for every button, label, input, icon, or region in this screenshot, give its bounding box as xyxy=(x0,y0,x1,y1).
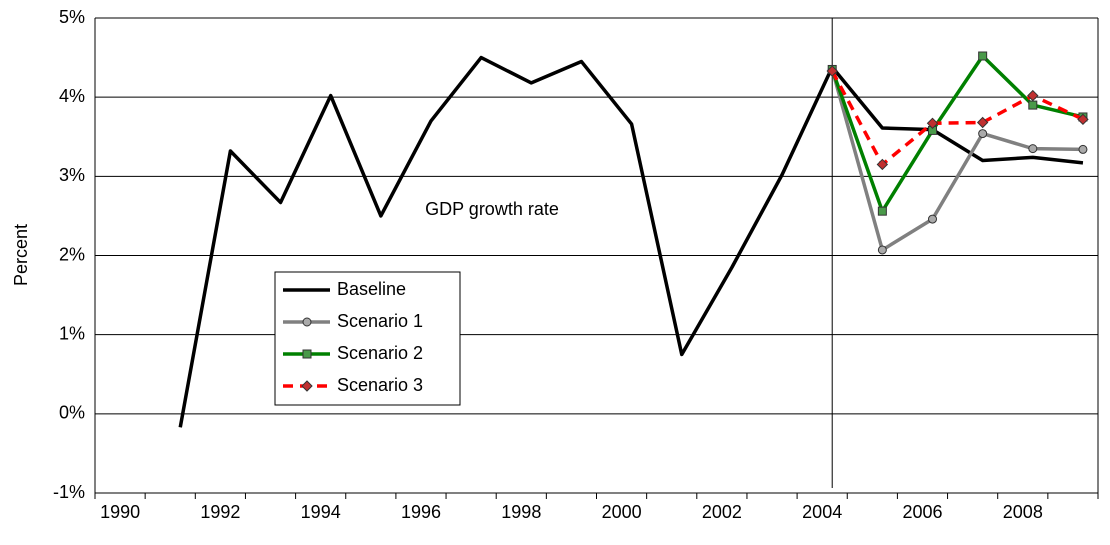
marker xyxy=(928,214,938,224)
marker xyxy=(978,51,988,61)
x-tick-label: 1996 xyxy=(401,502,441,522)
series-line xyxy=(830,70,1084,167)
x-tick-label: 1992 xyxy=(200,502,240,522)
marker xyxy=(976,116,989,129)
y-tick-label: 3% xyxy=(59,165,85,185)
marker xyxy=(926,117,939,129)
legend: Baseline Scenario 1 Scenario 2 Scenario 3 xyxy=(274,271,461,406)
series-line xyxy=(830,54,1084,213)
marker xyxy=(302,349,312,359)
annotation: GDP growth rate xyxy=(425,199,559,219)
x-tick-label: 2002 xyxy=(702,502,742,522)
x-tick-label: 1994 xyxy=(301,502,341,522)
legend-label: Scenario 2 xyxy=(337,343,423,363)
marker xyxy=(302,317,312,327)
x-tick-label: 2000 xyxy=(602,502,642,522)
y-tick-label: -1% xyxy=(53,482,85,502)
marker xyxy=(1027,89,1039,102)
y-tick-label: 5% xyxy=(59,7,85,27)
marker xyxy=(1028,100,1038,110)
marker xyxy=(1078,144,1088,154)
y-tick-label: 2% xyxy=(59,244,85,264)
y-tick-label: 0% xyxy=(59,403,85,423)
marker xyxy=(301,380,313,392)
x-tick-label: 1990 xyxy=(100,502,140,522)
x-tick-label: 2004 xyxy=(802,502,842,522)
y-tick-label: 4% xyxy=(59,86,85,106)
legend-label: Scenario 3 xyxy=(337,375,423,395)
x-tick-label: 1998 xyxy=(501,502,541,522)
y-axis-label: Percent xyxy=(11,224,31,286)
marker xyxy=(826,65,838,77)
x-tick-label: 2006 xyxy=(902,502,942,522)
series-line xyxy=(830,68,1083,252)
legend-label: Baseline xyxy=(337,279,406,299)
marker xyxy=(876,158,889,171)
marker xyxy=(1077,113,1089,126)
y-tick-label: 1% xyxy=(59,323,85,343)
legend-label: Scenario 1 xyxy=(337,311,423,331)
marker xyxy=(978,129,988,139)
marker xyxy=(1028,144,1038,154)
marker xyxy=(877,245,887,255)
x-tick-label: 2008 xyxy=(1003,502,1043,522)
marker xyxy=(877,206,887,216)
